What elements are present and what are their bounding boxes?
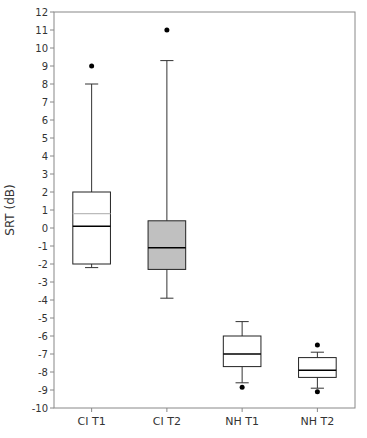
flier — [315, 389, 320, 394]
upper-whisker — [242, 322, 243, 336]
plot-frame — [54, 12, 355, 408]
x-tick-label: NH T2 — [301, 415, 335, 428]
y-tick-label: 10 — [35, 43, 48, 54]
upper-cap — [85, 84, 98, 85]
y-tick-label: -9 — [38, 385, 48, 396]
flier — [315, 343, 320, 348]
mean-line — [73, 213, 111, 214]
y-tick-label: -8 — [38, 367, 48, 378]
y-tick-label: 4 — [42, 151, 48, 162]
box-plot — [299, 343, 337, 395]
y-tick-label: -2 — [38, 259, 48, 270]
box-plot — [73, 64, 111, 268]
box — [73, 192, 111, 264]
lower-whisker — [317, 377, 318, 388]
boxes — [73, 28, 336, 395]
y-tick — [50, 84, 54, 85]
x-tick — [166, 408, 167, 412]
y-tick — [50, 390, 54, 391]
upper-cap — [236, 321, 249, 322]
y-tick — [50, 12, 54, 13]
flier — [240, 385, 245, 390]
x-tick — [242, 408, 243, 412]
y-tick — [50, 174, 54, 175]
upper-cap — [311, 352, 324, 353]
lower-cap — [160, 298, 173, 299]
y-tick-label: -10 — [32, 403, 48, 414]
y-tick — [50, 282, 54, 283]
y-tick — [50, 192, 54, 193]
y-tick-label: 5 — [42, 133, 48, 144]
box — [223, 336, 261, 367]
y-tick — [50, 372, 54, 373]
upper-whisker — [166, 61, 167, 221]
y-tick-label: -3 — [38, 277, 48, 288]
y-tick — [50, 264, 54, 265]
y-tick — [50, 318, 54, 319]
box-plot — [223, 322, 261, 390]
median-line — [148, 247, 186, 249]
box-plot — [148, 28, 186, 299]
y-tick — [50, 138, 54, 139]
box — [148, 221, 186, 270]
y-tick-label: 11 — [35, 25, 48, 36]
y-tick-label: -6 — [38, 331, 48, 342]
lower-whisker — [91, 264, 92, 268]
x-tick-label: CI T1 — [78, 415, 106, 428]
y-tick-label: 3 — [42, 169, 48, 180]
y-tick — [50, 408, 54, 409]
y-tick-label: -4 — [38, 295, 48, 306]
y-tick — [50, 102, 54, 103]
y-tick-label: 0 — [42, 223, 48, 234]
y-tick-label: 2 — [42, 187, 48, 198]
x-tick — [317, 408, 318, 412]
lower-cap — [311, 388, 324, 389]
y-tick — [50, 246, 54, 247]
lower-whisker — [166, 269, 167, 298]
y-tick — [50, 120, 54, 121]
y-tick-label: -7 — [38, 349, 48, 360]
y-tick-label: 9 — [42, 61, 48, 72]
flier — [89, 64, 94, 69]
y-tick-label: -5 — [38, 313, 48, 324]
y-tick-label: 8 — [42, 79, 48, 90]
lower-cap — [236, 382, 249, 383]
upper-cap — [160, 60, 173, 61]
x-tick-label: NH T1 — [225, 415, 259, 428]
y-tick — [50, 156, 54, 157]
y-tick — [50, 210, 54, 211]
y-tick — [50, 66, 54, 67]
median-line — [223, 353, 261, 355]
lower-cap — [85, 267, 98, 268]
y-tick-label: 7 — [42, 97, 48, 108]
box — [299, 358, 337, 378]
x-tick — [91, 408, 92, 412]
x-tick-label: CI T2 — [153, 415, 181, 428]
lower-whisker — [242, 367, 243, 383]
upper-whisker — [317, 352, 318, 357]
y-tick — [50, 300, 54, 301]
y-tick-label: 12 — [35, 7, 48, 18]
flier — [164, 28, 169, 33]
upper-whisker — [91, 84, 92, 192]
y-tick — [50, 48, 54, 49]
y-tick — [50, 30, 54, 31]
y-tick-label: 6 — [42, 115, 48, 126]
chart: -10-9-8-7-6-5-4-3-2-10123456789101112SRT… — [0, 0, 367, 438]
median-line — [73, 225, 111, 227]
y-axis-label: SRT (dB) — [3, 184, 17, 235]
y-tick — [50, 354, 54, 355]
y-tick-label: 1 — [42, 205, 48, 216]
y-tick-label: -1 — [38, 241, 48, 252]
y-tick — [50, 228, 54, 229]
median-line — [299, 369, 337, 371]
y-tick — [50, 336, 54, 337]
